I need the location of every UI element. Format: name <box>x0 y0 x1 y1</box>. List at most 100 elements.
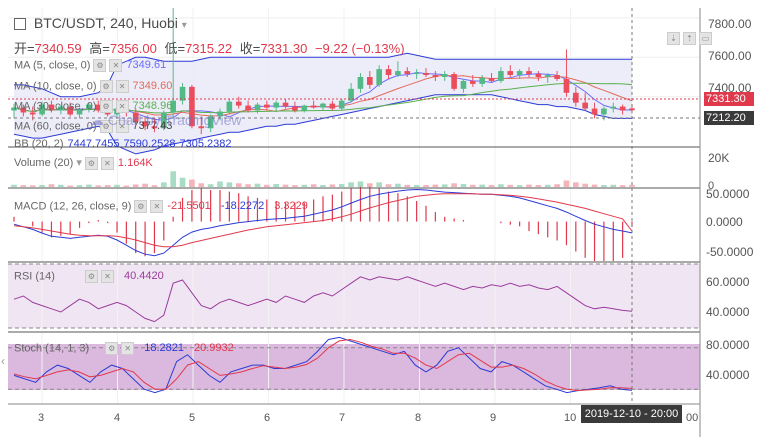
ohlc-readout: 开=7340.59 高=7356.00 低=7315.22 收=7331.30 … <box>14 41 405 56</box>
collapse-icon[interactable] <box>14 18 26 31</box>
volume-bar <box>441 184 448 187</box>
volume-bar <box>114 184 120 187</box>
volume-bar <box>301 184 308 187</box>
legend-bb[interactable]: BB (20, 2) 7447.7455 7590.2528 7305.2382 <box>14 138 232 150</box>
candle-body <box>395 71 401 76</box>
settings-icon[interactable]: ⚙ <box>99 100 113 113</box>
close-icon[interactable]: ✕ <box>115 120 129 133</box>
price-tick: 7800.00 <box>708 17 752 31</box>
volume-bar <box>526 184 532 187</box>
time-tick: 6 <box>264 412 271 424</box>
volume-bar <box>235 183 242 187</box>
candle-body <box>86 104 92 110</box>
legend-ma5[interactable]: MA (5, close, 0) ⚙ ✕ 7349.61 <box>14 59 166 72</box>
volume-bar <box>226 182 233 187</box>
volume-bar <box>498 184 504 187</box>
volume-bar <box>619 185 626 187</box>
candle-body <box>179 86 186 101</box>
time-tick: 00 <box>686 412 699 424</box>
crosshair-price-tag: 7212.20 <box>704 111 754 125</box>
candle-body <box>470 80 476 84</box>
settings-icon[interactable]: ⚙ <box>84 270 98 283</box>
move-down-icon[interactable]: ⇣ <box>667 32 680 46</box>
chevron-down-icon[interactable]: ▾ <box>181 20 187 31</box>
legend-ma30[interactable]: MA (30, close, 0) ⚙ ✕ 7348.96 <box>14 100 172 113</box>
time-tick: 3 <box>38 412 45 424</box>
candle-body <box>189 86 195 127</box>
settings-icon[interactable]: ⚙ <box>93 59 107 72</box>
volume-bar <box>264 184 270 187</box>
close-icon[interactable]: ✕ <box>115 100 129 113</box>
candle-body <box>526 71 532 75</box>
candle-body <box>151 126 158 129</box>
volume-bar <box>488 184 495 187</box>
settings-icon[interactable]: ⚙ <box>134 200 148 213</box>
candle-body <box>601 108 607 115</box>
settings-icon[interactable]: ⚙ <box>84 156 98 170</box>
stoch-tick: 40.0000 <box>706 368 750 382</box>
ma5-label: MA (5, close, 0) <box>14 59 91 72</box>
move-up-icon[interactable]: ⇡ <box>683 32 696 46</box>
candle-body <box>423 73 429 76</box>
candle-body <box>554 75 560 79</box>
volume-bar <box>104 184 111 187</box>
stoch-tick: 80.0000 <box>706 338 750 352</box>
legend-volume[interactable]: Volume (20) ▾ ⚙ ✕ 1.164K <box>14 156 153 170</box>
symbol-title[interactable]: BTC/USDT, 240, Huobi <box>33 15 178 31</box>
bb-lower-value: 7305.2382 <box>179 138 232 150</box>
candle-body <box>217 111 223 117</box>
candle-body <box>48 104 55 111</box>
candle-body <box>29 112 36 115</box>
candle-body <box>67 106 73 115</box>
candle-body <box>619 106 626 111</box>
bb-upper-value: 7590.2528 <box>123 138 176 150</box>
ma60-value: 7377.43 <box>132 120 173 133</box>
volume-value: 1.164K <box>117 157 153 169</box>
volume-bar <box>86 184 92 187</box>
close-icon[interactable]: ✕ <box>150 200 164 213</box>
candle-body <box>39 104 45 115</box>
candle-body <box>498 71 504 81</box>
close-icon[interactable]: ✕ <box>109 59 123 72</box>
volume-bar <box>132 184 139 187</box>
candle-body <box>563 78 570 93</box>
ma30-label: MA (30, close, 0) <box>14 100 97 113</box>
settings-icon[interactable]: ⚙ <box>99 120 113 133</box>
candle-body <box>320 103 326 108</box>
legend-stoch[interactable]: Stoch (14, 1, 3) ⚙ ✕ 18.2821 20.9932 <box>14 342 234 355</box>
ma30-value: 7348.96 <box>132 100 173 113</box>
volume-label: Volume (20) <box>14 157 74 169</box>
volume-bar <box>329 184 336 187</box>
settings-icon[interactable]: ⚙ <box>105 342 119 355</box>
volume-bar <box>629 184 635 187</box>
close-icon[interactable]: ✕ <box>115 80 129 93</box>
volume-bar <box>451 183 457 187</box>
legend-macd[interactable]: MACD (12, 26, close, 9) ⚙ ✕ -21.5501 -18.227… <box>14 200 308 213</box>
pane-controls: ⇣ ⇡ ▭ <box>664 30 712 48</box>
volume-zero-tick: 0 <box>708 180 715 192</box>
legend-ma10[interactable]: MA (10, close, 0) ⚙ ✕ 7349.60 <box>14 80 172 93</box>
maximize-icon[interactable]: ▭ <box>699 32 712 46</box>
volume-bar <box>123 185 130 187</box>
volume-bar <box>320 184 326 187</box>
legend-rsi[interactable]: RSI (14) ⚙ ✕ 40.4420 <box>14 270 164 283</box>
candle-body <box>507 71 514 76</box>
volume-tick: 20K <box>708 151 730 165</box>
scroll-left-icon[interactable]: ‹ <box>1 354 5 368</box>
candle-body <box>591 108 598 115</box>
macd-label: MACD (12, 26, close, 9) <box>14 200 132 213</box>
volume-bar <box>507 184 514 187</box>
candle-body <box>282 102 289 107</box>
legend-ma60[interactable]: MA (60, close, 0) ⚙ ✕ 7377.43 <box>14 120 172 133</box>
settings-icon[interactable]: ⚙ <box>99 80 113 93</box>
candle-body <box>460 80 467 89</box>
volume-bar <box>367 183 373 187</box>
close-icon[interactable]: ✕ <box>100 156 114 170</box>
close-icon[interactable]: ✕ <box>100 270 114 283</box>
volume-bar <box>198 183 205 187</box>
volume-bar <box>189 179 195 187</box>
close-icon[interactable]: ✕ <box>121 342 135 355</box>
candle-body <box>310 105 317 108</box>
volume-bar <box>142 183 148 187</box>
